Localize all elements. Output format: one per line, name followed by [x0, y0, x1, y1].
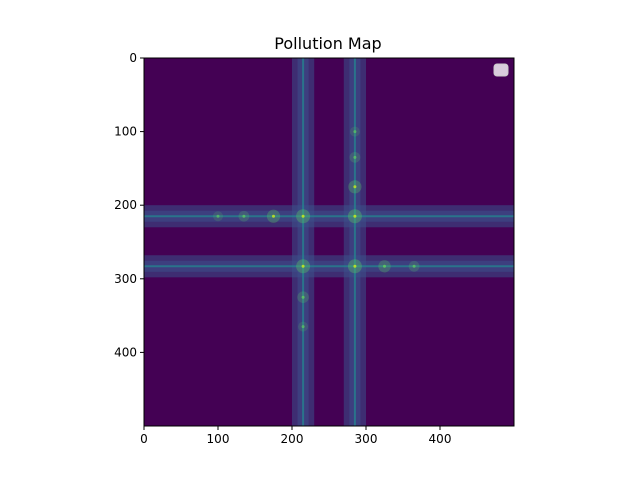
y-tick-label: 200 [114, 198, 137, 212]
y-tick-label: 300 [114, 272, 137, 286]
legend-box [493, 63, 509, 77]
y-axis-ticks: 0 100 200 300 400 [114, 51, 144, 359]
y-tick-label: 0 [129, 51, 137, 65]
hotspot-point [353, 185, 357, 189]
hotspot-point [301, 325, 305, 329]
x-axis-ticks: 0 100 200 300 400 [140, 426, 451, 446]
pollution-hotspots [213, 126, 420, 332]
legend [493, 63, 509, 77]
heatmap-plot-area [144, 58, 514, 426]
chart-title: Pollution Map [274, 34, 381, 53]
hotspot-point [301, 295, 305, 299]
hotspot-point [301, 214, 305, 218]
x-tick-label: 100 [207, 432, 230, 446]
x-tick-label: 400 [429, 432, 452, 446]
hotspot-point [353, 264, 357, 268]
x-tick-label: 300 [355, 432, 378, 446]
heatmap-background [144, 58, 514, 426]
x-tick-label: 200 [281, 432, 304, 446]
plot-frame [143, 57, 515, 427]
hotspot-point [412, 264, 416, 268]
hotspot-point [353, 214, 357, 218]
hotspot-point [242, 214, 246, 218]
hotspot-point [383, 264, 386, 268]
hotspot-point [301, 264, 305, 268]
y-tick-label: 100 [114, 125, 137, 139]
y-tick-label: 400 [114, 345, 137, 359]
x-tick-label: 0 [140, 432, 148, 446]
hotspot-point [216, 214, 220, 218]
road-lines [144, 58, 514, 426]
hotspot-point [272, 214, 275, 218]
hotspot-point [353, 155, 357, 159]
hotspot-point [353, 130, 357, 134]
